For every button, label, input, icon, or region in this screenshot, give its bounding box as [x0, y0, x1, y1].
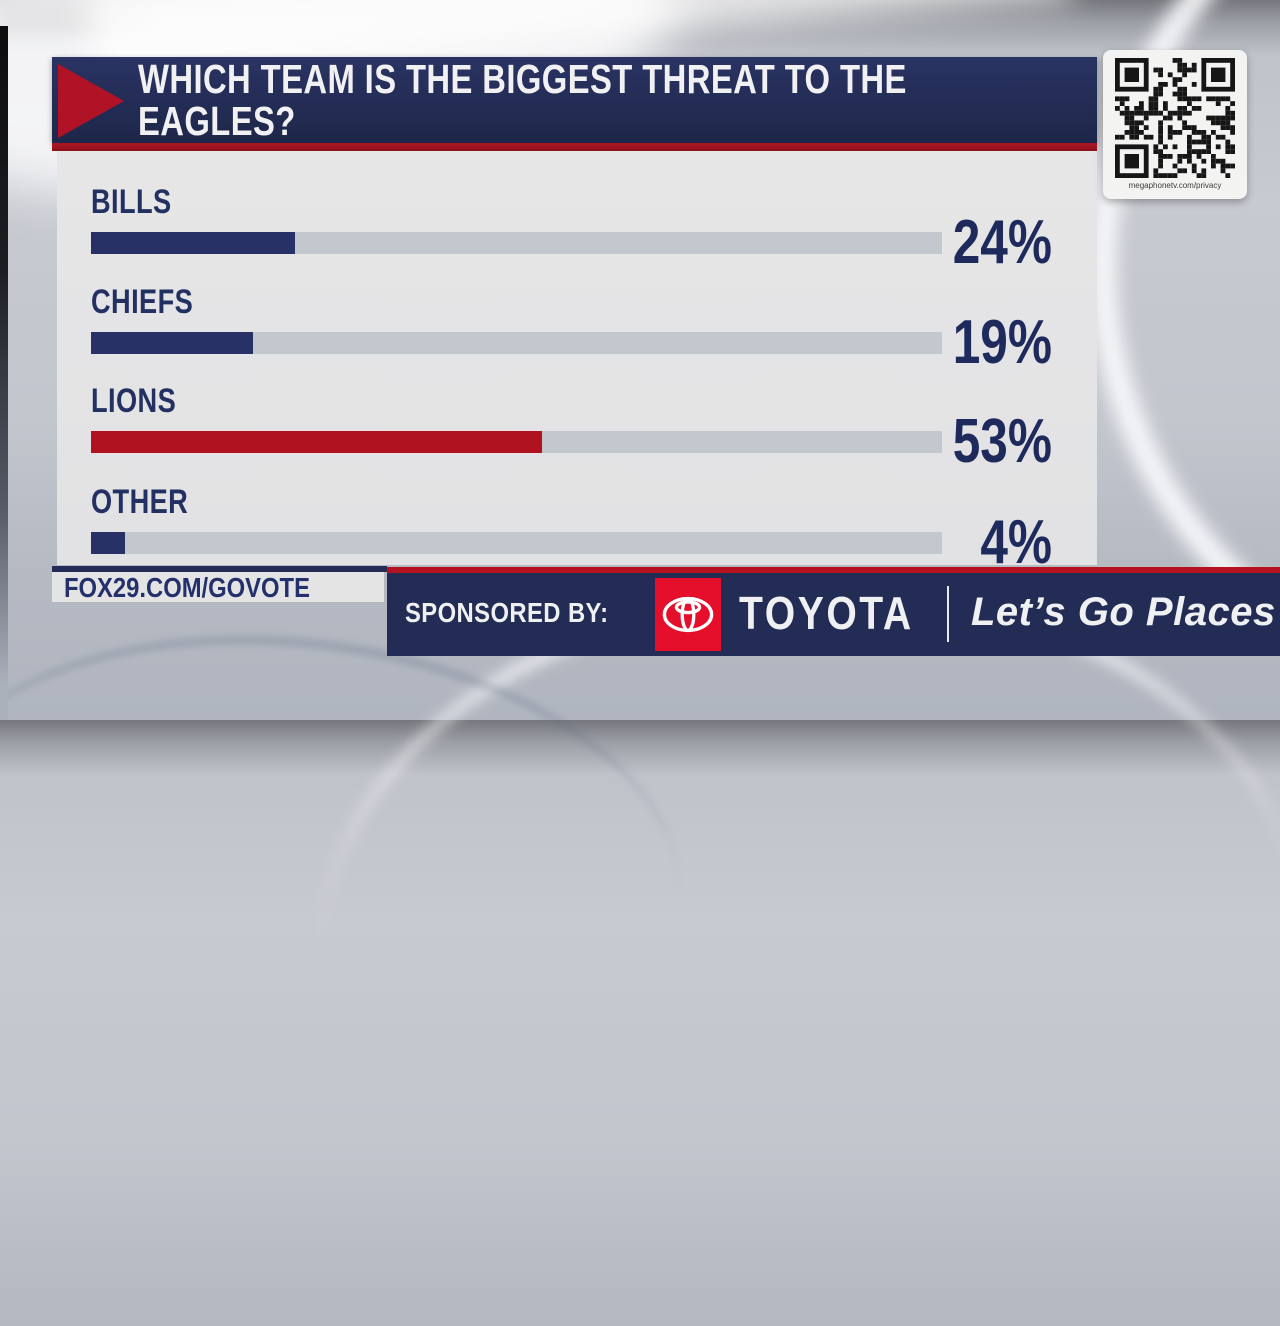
category-label: BILLS: [91, 183, 172, 221]
title-banner: WHICH TEAM IS THE BIGGEST THREAT TO THE …: [52, 57, 1097, 143]
qr-code-icon: [1115, 58, 1235, 178]
bar-fill: [91, 431, 543, 453]
background-left-edge: [0, 26, 8, 720]
poll-row: OTHER 4%: [57, 485, 1097, 585]
bar-track: [91, 232, 942, 254]
bar-fill: [91, 232, 296, 254]
poll-results-panel: BILLS 24% CHIEFS 19% LIONS 53% OTHER 4%: [57, 151, 1097, 575]
vote-url-strip: FOX29.COM/GOVOTE: [52, 572, 384, 603]
qr-card: megaphonetv.com/privacy: [1103, 50, 1247, 199]
percent-label: 24%: [952, 208, 1052, 277]
category-label: LIONS: [91, 382, 177, 420]
percent-label: 19%: [952, 308, 1052, 377]
percent-label: 4%: [980, 508, 1052, 577]
category-label: OTHER: [91, 483, 189, 521]
toyota-emblem-icon: [662, 596, 714, 633]
poll-row: BILLS 24%: [57, 185, 1097, 285]
vote-url-top-stripe: [52, 566, 387, 572]
bar-track: [91, 431, 942, 453]
vote-url-text: FOX29.COM/GOVOTE: [64, 572, 310, 603]
toyota-wordmark: TOYOTA: [739, 587, 914, 639]
sponsor-banner: SPONSORED BY: TOYOTA Let’s Go Places: [387, 567, 1280, 656]
sponsor-banner-body: SPONSORED BY: TOYOTA Let’s Go Places: [387, 573, 1280, 656]
sponsor-divider: [947, 586, 949, 642]
arrow-right-icon: [58, 64, 124, 138]
bar-fill: [91, 332, 253, 354]
bar-fill: [91, 532, 126, 554]
category-label: CHIEFS: [91, 283, 194, 321]
poll-row: LIONS 53%: [57, 384, 1097, 484]
poll-question-title: WHICH TEAM IS THE BIGGEST THREAT TO THE …: [138, 56, 907, 144]
sponsored-by-label: SPONSORED BY:: [405, 597, 609, 628]
toyota-logo: [655, 578, 721, 651]
percent-label: 53%: [952, 407, 1052, 476]
sponsor-banner-red-stripe: [387, 567, 1280, 573]
bar-track: [91, 532, 942, 554]
poll-row: CHIEFS 19%: [57, 285, 1097, 385]
bar-track: [91, 332, 942, 354]
qr-caption: megaphonetv.com/privacy: [1128, 181, 1222, 190]
sponsor-tagline: Let’s Go Places: [971, 590, 1276, 634]
title-underline-stripe: [52, 143, 1097, 151]
